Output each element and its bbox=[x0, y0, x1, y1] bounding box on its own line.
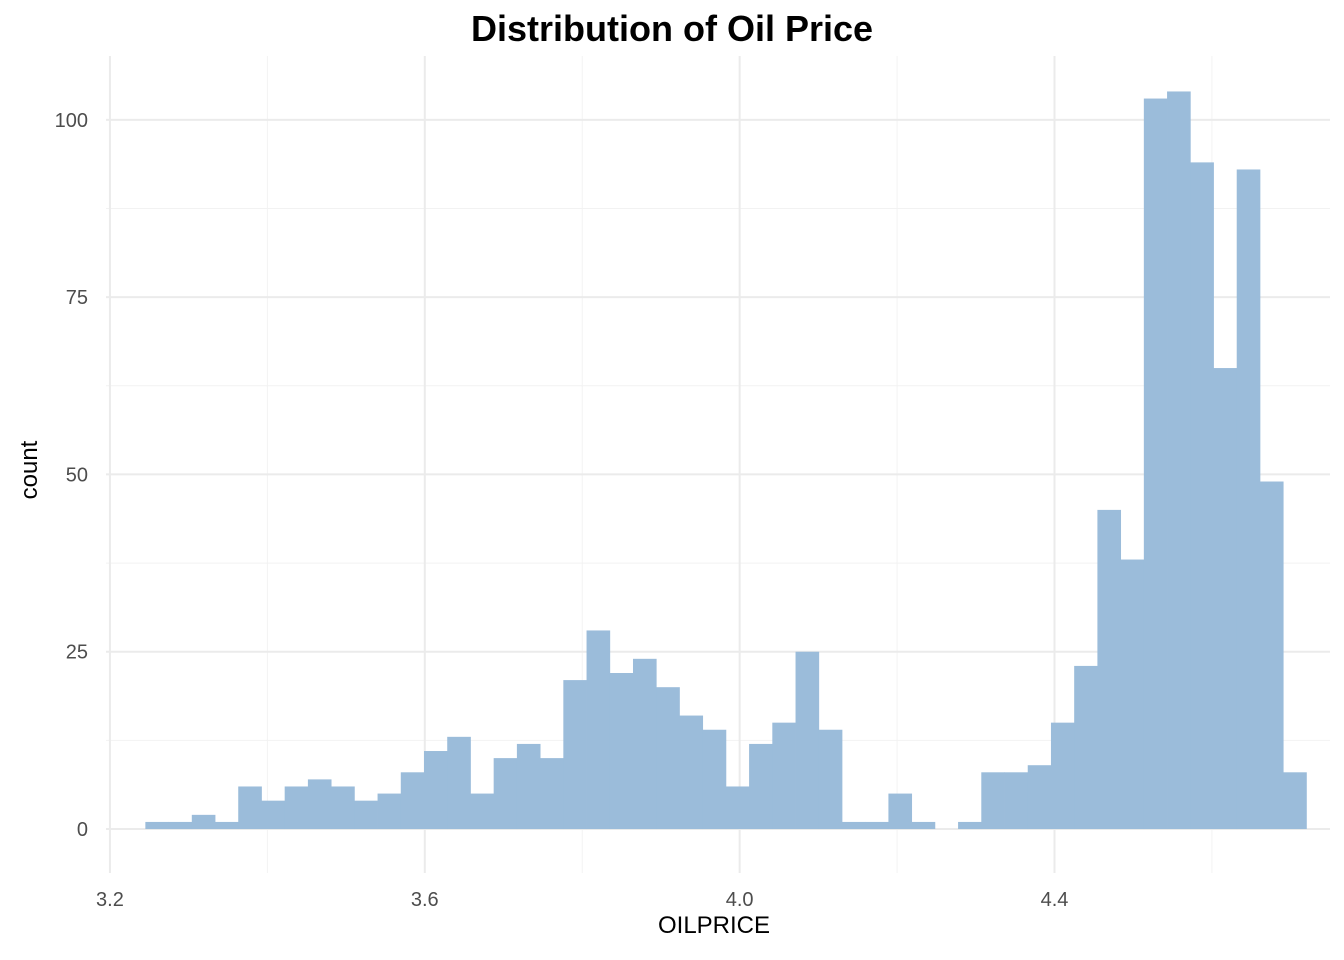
histogram-bar bbox=[261, 800, 286, 830]
histogram-bar bbox=[447, 736, 471, 830]
y-tick-label: 0 bbox=[77, 819, 88, 841]
histogram-bar bbox=[331, 786, 355, 830]
histogram-bar bbox=[424, 751, 448, 830]
x-tick-label: 3.6 bbox=[411, 889, 439, 911]
histogram-bar bbox=[563, 680, 587, 830]
histogram-bar bbox=[865, 821, 889, 830]
histogram-bar bbox=[702, 729, 727, 830]
histogram-bar bbox=[609, 673, 634, 830]
histogram-bar bbox=[1027, 765, 1052, 830]
y-tick-label: 100 bbox=[55, 110, 88, 132]
histogram-bar bbox=[1074, 665, 1098, 830]
histogram-bar bbox=[470, 793, 495, 830]
histogram-bar bbox=[795, 651, 820, 830]
histogram-bar bbox=[540, 758, 564, 830]
histogram-bar bbox=[516, 743, 541, 830]
major-gridlines bbox=[106, 56, 1330, 873]
histogram-bar bbox=[1259, 481, 1284, 830]
x-axis-ticks: 3.2 3.6 4.0 4.4 bbox=[96, 889, 1068, 911]
histogram-bar bbox=[354, 800, 378, 830]
histogram-bar bbox=[1097, 509, 1122, 830]
x-axis-label: OILPRICE bbox=[657, 912, 771, 939]
histogram-bars bbox=[145, 91, 1307, 830]
histogram-bar bbox=[307, 779, 332, 830]
histogram-bar bbox=[1143, 98, 1168, 830]
histogram-bar bbox=[1050, 722, 1075, 830]
histogram-bar bbox=[911, 821, 936, 830]
histogram-bar bbox=[377, 793, 402, 830]
histogram-bar bbox=[841, 821, 866, 830]
histogram-bar bbox=[888, 793, 913, 830]
histogram-bar bbox=[1120, 559, 1145, 830]
y-tick-label: 75 bbox=[66, 287, 88, 309]
y-axis-ticks: 0 25 50 75 100 bbox=[55, 110, 88, 841]
histogram-bar bbox=[1283, 772, 1307, 830]
histogram-bar bbox=[168, 821, 193, 830]
y-tick-label: 50 bbox=[66, 464, 88, 486]
x-tick-label: 4.4 bbox=[1041, 889, 1069, 911]
histogram-bar bbox=[725, 786, 750, 830]
histogram-bar bbox=[818, 729, 843, 830]
histogram-bar bbox=[679, 715, 704, 830]
histogram-bar bbox=[1213, 368, 1238, 830]
histogram-bar bbox=[1004, 772, 1029, 830]
histogram-bar bbox=[772, 722, 796, 830]
chart-title: Distribution of Oil Price bbox=[470, 8, 874, 49]
histogram-bar bbox=[749, 743, 773, 830]
histogram-bar bbox=[981, 772, 1005, 830]
histogram-bar bbox=[215, 821, 239, 830]
histogram-bar bbox=[145, 821, 169, 830]
histogram-bar bbox=[632, 658, 657, 830]
histogram-bar bbox=[656, 687, 680, 830]
histogram-bar bbox=[493, 758, 518, 830]
histogram-bar bbox=[1167, 91, 1191, 830]
x-tick-label: 4.0 bbox=[726, 889, 754, 911]
histogram-bar bbox=[1236, 169, 1261, 830]
histogram-bar bbox=[238, 786, 262, 830]
histogram-bar bbox=[284, 786, 309, 830]
histogram-bar bbox=[958, 821, 982, 830]
histogram-bar bbox=[400, 772, 425, 830]
histogram-bar bbox=[191, 814, 216, 830]
histogram-bar bbox=[1190, 162, 1214, 830]
y-axis-label: count bbox=[16, 440, 43, 500]
y-tick-label: 25 bbox=[66, 642, 88, 664]
histogram-bar bbox=[586, 630, 611, 830]
x-tick-label: 3.2 bbox=[96, 889, 124, 911]
